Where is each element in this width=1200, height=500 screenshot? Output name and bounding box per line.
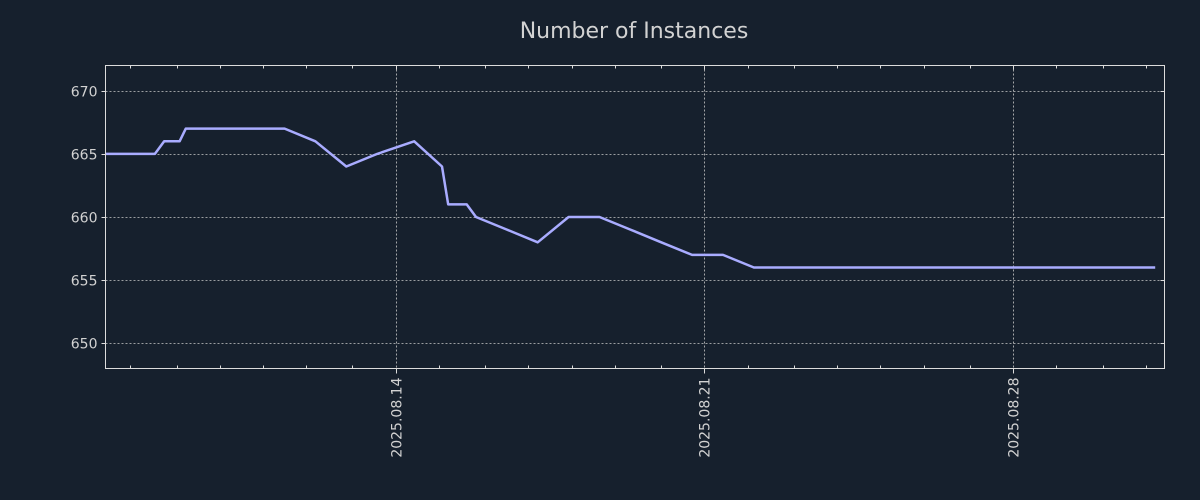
y-tick-label: 655 [71,274,98,290]
y-tick-label: 650 [71,337,98,353]
y-tick-label: 660 [71,211,98,227]
plot-area-frame [105,65,1165,369]
x-tick-label: 2025.08.14 [390,377,406,457]
y-tick-label: 670 [71,85,98,101]
x-tick-label: 2025.08.28 [1007,378,1023,458]
series-line-instances [105,127,1156,269]
chart-title: Number of Instances [520,19,749,44]
x-tick-label: 2025.08.21 [698,378,714,458]
y-tick-label: 665 [71,148,98,164]
